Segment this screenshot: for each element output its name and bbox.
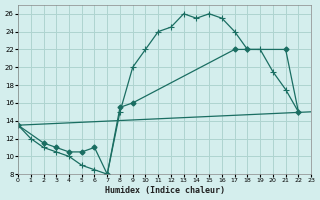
X-axis label: Humidex (Indice chaleur): Humidex (Indice chaleur) — [105, 186, 225, 195]
